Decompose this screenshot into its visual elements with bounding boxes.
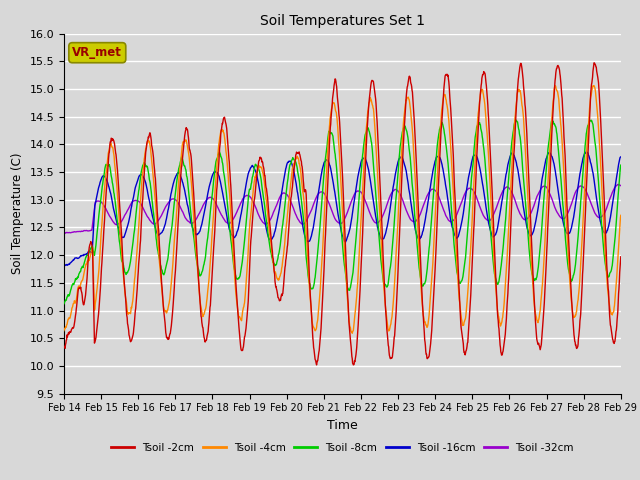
Title: Soil Temperatures Set 1: Soil Temperatures Set 1 [260, 14, 425, 28]
Y-axis label: Soil Temperature (C): Soil Temperature (C) [11, 153, 24, 275]
Text: VR_met: VR_met [72, 46, 122, 59]
Legend: Tsoil -2cm, Tsoil -4cm, Tsoil -8cm, Tsoil -16cm, Tsoil -32cm: Tsoil -2cm, Tsoil -4cm, Tsoil -8cm, Tsoi… [107, 438, 578, 457]
X-axis label: Time: Time [327, 419, 358, 432]
